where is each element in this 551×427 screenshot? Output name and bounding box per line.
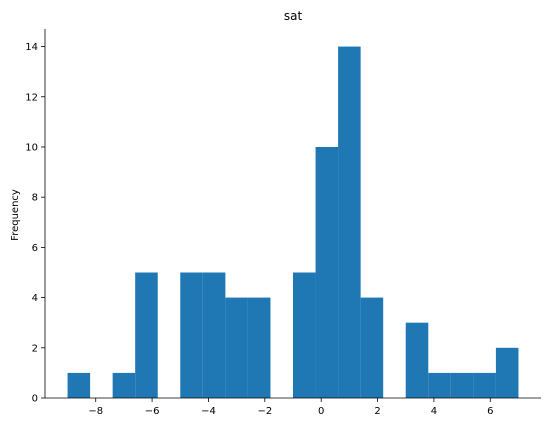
y-tick-label: 4 bbox=[32, 293, 38, 304]
chart-title: sat bbox=[284, 9, 303, 23]
y-tick-label: 6 bbox=[32, 243, 38, 254]
x-tick-label: 0 bbox=[318, 406, 324, 417]
histogram-bar bbox=[135, 272, 158, 398]
histogram-bar bbox=[315, 146, 339, 398]
x-tick-label: −4 bbox=[201, 406, 216, 417]
x-tick-label: −6 bbox=[145, 406, 160, 417]
y-ticks-group: 0 2 4 6 8 10 12 14 bbox=[25, 42, 45, 405]
histogram-bar bbox=[180, 272, 203, 398]
histogram-bar bbox=[428, 372, 451, 398]
histogram-bar bbox=[67, 372, 91, 398]
y-tick-label: 8 bbox=[32, 193, 38, 204]
x-tick-label: −2 bbox=[257, 406, 272, 417]
histogram-bar bbox=[225, 297, 248, 398]
histogram-bar bbox=[360, 297, 384, 398]
y-tick-label: 0 bbox=[32, 394, 38, 405]
histogram-bar bbox=[293, 272, 316, 398]
histogram-bar bbox=[202, 272, 226, 398]
y-tick-label: 10 bbox=[25, 142, 38, 153]
x-tick-label: 6 bbox=[487, 406, 493, 417]
x-tick-label: 2 bbox=[374, 406, 380, 417]
x-tick-label: 4 bbox=[431, 406, 437, 417]
histogram-bar bbox=[247, 297, 271, 398]
y-tick-label: 2 bbox=[32, 343, 38, 354]
x-tick-label: −8 bbox=[88, 406, 103, 417]
y-axis-label: Frequency bbox=[10, 189, 21, 241]
y-tick-label: 12 bbox=[25, 92, 38, 103]
histogram-bar bbox=[495, 347, 519, 398]
histogram-bar bbox=[112, 372, 136, 398]
histogram-bar bbox=[338, 46, 361, 398]
histogram-bar bbox=[405, 322, 429, 398]
histogram-bar bbox=[450, 372, 474, 398]
histogram-bar bbox=[473, 372, 496, 398]
bars-group bbox=[67, 46, 519, 398]
y-tick-label: 14 bbox=[25, 42, 38, 53]
x-ticks-group: −8 −6 −4 −2 0 2 4 6 bbox=[88, 398, 493, 417]
